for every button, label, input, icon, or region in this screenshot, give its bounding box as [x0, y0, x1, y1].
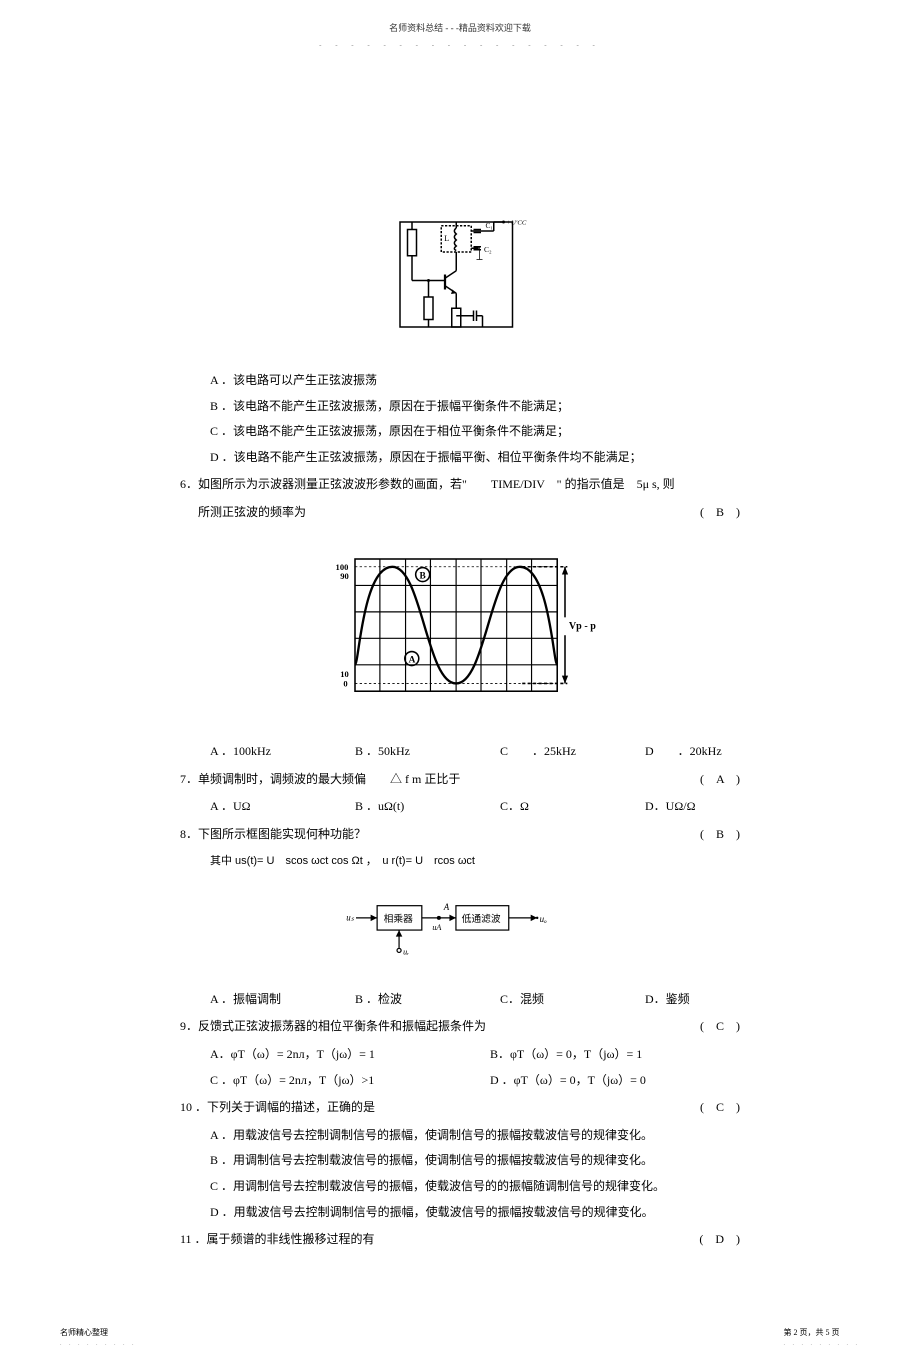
circuit-diagram: L C₁ +U'CC C₂ — [180, 192, 740, 350]
q6-stem2: 所测正弦波的频率为 — [198, 505, 306, 519]
q11-stem: 11 ．属于频谱的非线性搬移过程的有 — [180, 1232, 375, 1246]
q10-answer: ( C ) — [700, 1097, 740, 1119]
scale-10: 10 — [340, 669, 349, 679]
q6-optC: C ．25kHz — [500, 741, 595, 763]
q8-answer: ( B ) — [700, 824, 740, 846]
q6-answer: ( B ) — [700, 502, 740, 524]
mark-B: B — [420, 571, 426, 581]
q9-stem: 9．反馈式正弦波振荡器的相位平衡条件和振幅起振条件为 — [180, 1019, 486, 1033]
q11: 11 ．属于频谱的非线性搬移过程的有 ( D ) — [180, 1229, 740, 1251]
block-box2: 低通滤波 — [462, 912, 501, 925]
q10-stem: 10 ．下列关于调幅的描述，正确的是 — [180, 1100, 375, 1114]
footer-right: 第 2 页，共 5 页 . . . . . . . . . — [784, 1327, 861, 1347]
mark-A: A — [409, 655, 416, 665]
vpp-label: Vp - p — [569, 621, 596, 632]
q6: 6．如图所示为示波器测量正弦波波形参数的画面，若" TIME/DIV " 的指示… — [180, 474, 740, 523]
q9-optC: C ．φT（ω）= 2nл，T（jω）>1 — [210, 1070, 460, 1092]
label-L: L — [444, 234, 449, 243]
footer-left-dots: . . . . . . . . . — [60, 1341, 137, 1347]
footer-left: 名师精心整理 . . . . . . . . . — [60, 1327, 137, 1347]
header-title: 名师资料总结 - - -精品资料欢迎下载 — [389, 23, 531, 33]
header-dots: - - - - - - - - - - - - - - - - - - — [319, 41, 601, 49]
q8-sub: 其中 us(t)= U scos ωct cos Ωt ， u r(t)= U … — [180, 852, 740, 872]
block-out: uₒ — [540, 914, 547, 924]
q7-optB: B ．uΩ(t) — [355, 796, 450, 818]
q9-opts1: A．φT（ω）= 2nл，T（jω）= 1 B．φT（ω）= 0，T（jω）= … — [180, 1044, 740, 1066]
label-C2: C₂ — [484, 245, 492, 254]
q6-optA: A ．100kHz — [210, 741, 305, 763]
q9-optA: A．φT（ω）= 2nл，T（jω）= 1 — [210, 1044, 460, 1066]
q5-optD: D ．该电路不能产生正弦波振荡，原因在于振幅平衡、相位平衡条件均不能满足； — [180, 447, 740, 469]
block-ur: uᵣ — [403, 948, 409, 957]
block-uA: uA — [432, 923, 441, 932]
label-vcc: +U'CC — [507, 220, 527, 227]
q9-answer: ( C ) — [700, 1016, 740, 1038]
oscilloscope-svg: 100 90 10 0 B A Vp - p — [320, 539, 600, 719]
label-C1: C₁ — [486, 221, 494, 230]
q8-optD: D．鉴频 — [645, 989, 740, 1011]
scale-100: 100 — [336, 561, 349, 571]
block-A: A — [443, 902, 450, 912]
oscilloscope-diagram: 100 90 10 0 B A Vp - p — [180, 539, 740, 727]
q6-stem: 6．如图所示为示波器测量正弦波波形参数的画面，若" TIME/DIV " 的指示… — [180, 477, 675, 491]
q10-optB: B ．用调制信号去控制载波信号的振幅，使调制信号的振幅按载波信号的规律变化。 — [180, 1150, 740, 1172]
page-header: 名师资料总结 - - -精品资料欢迎下载 - - - - - - - - - -… — [180, 20, 740, 52]
q8-optA: A ．振幅调制 — [210, 989, 305, 1011]
q8: 8．下图所示框图能实现何种功能？ ( B ) — [180, 824, 740, 846]
q7-optC: C．Ω — [500, 796, 595, 818]
circuit-svg: L C₁ +U'CC C₂ — [385, 192, 535, 342]
q10: 10 ．下列关于调幅的描述，正确的是 ( C ) — [180, 1097, 740, 1119]
q9: 9．反馈式正弦波振荡器的相位平衡条件和振幅起振条件为 ( C ) — [180, 1016, 740, 1038]
q10-optD: D ．用载波信号去控制调制信号的振幅，使载波信号的振幅按载波信号的规律变化。 — [180, 1202, 740, 1224]
q6-optD: D ．20kHz — [645, 741, 740, 763]
q8-optC: C．混频 — [500, 989, 595, 1011]
q10-optC: C ．用调制信号去控制载波信号的振幅，使载波信号的的振幅随调制信号的规律变化。 — [180, 1176, 740, 1198]
q9-optB: B．φT（ω）= 0，T（jω）= 1 — [490, 1044, 740, 1066]
q8-stem: 8．下图所示框图能实现何种功能？ — [180, 827, 366, 841]
footer-left-text: 名师精心整理 — [60, 1328, 108, 1337]
q7: 7．单频调制时，调频波的最大频偏 △ f m 正比于 ( A ) — [180, 769, 740, 791]
q7-stem: 7．单频调制时，调频波的最大频偏 △ f m 正比于 — [180, 772, 460, 786]
q7-optA: A ．UΩ — [210, 796, 305, 818]
footer-right-text: 第 2 页，共 5 页 — [784, 1328, 840, 1337]
q6-optB: B ．50kHz — [355, 741, 450, 763]
q5-optB: B ．该电路不能产生正弦波振荡，原因在于振幅平衡条件不能满足； — [180, 396, 740, 418]
q10-optA: A ．用载波信号去控制调制信号的振幅，使调制信号的振幅按载波信号的规律变化。 — [180, 1125, 740, 1147]
block-svg: uₛ 相乘器 A uA 低通滤波 uₒ uᵣ — [330, 886, 590, 966]
q7-answer: ( A ) — [700, 769, 740, 791]
q5-optA: A ．该电路可以产生正弦波振荡 — [180, 370, 740, 392]
q9-optD: D ．φT（ω）= 0，T（jω）= 0 — [490, 1070, 740, 1092]
block-in: uₛ — [346, 913, 354, 923]
q11-answer: ( D ) — [699, 1229, 740, 1251]
block-diagram: uₛ 相乘器 A uA 低通滤波 uₒ uᵣ — [180, 886, 740, 974]
q7-options: A ．UΩ B ．uΩ(t) C．Ω D．UΩ/Ω — [180, 796, 740, 818]
q5-optC: C ．该电路不能产生正弦波振荡，原因在于相位平衡条件不能满足； — [180, 421, 740, 443]
q6-options: A ．100kHz B ．50kHz C ．25kHz D ．20kHz — [180, 741, 740, 763]
footer-right-dots: . . . . . . . . . — [784, 1341, 861, 1347]
q8-options: A ．振幅调制 B ．检波 C．混频 D．鉴频 — [180, 989, 740, 1011]
block-box1: 相乘器 — [384, 912, 413, 925]
q7-optD: D．UΩ/Ω — [645, 796, 740, 818]
scale-0: 0 — [343, 678, 347, 688]
scale-90: 90 — [340, 571, 349, 581]
q8-optB: B ．检波 — [355, 989, 450, 1011]
q9-opts2: C ．φT（ω）= 2nл，T（jω）>1 D ．φT（ω）= 0，T（jω）=… — [180, 1070, 740, 1092]
